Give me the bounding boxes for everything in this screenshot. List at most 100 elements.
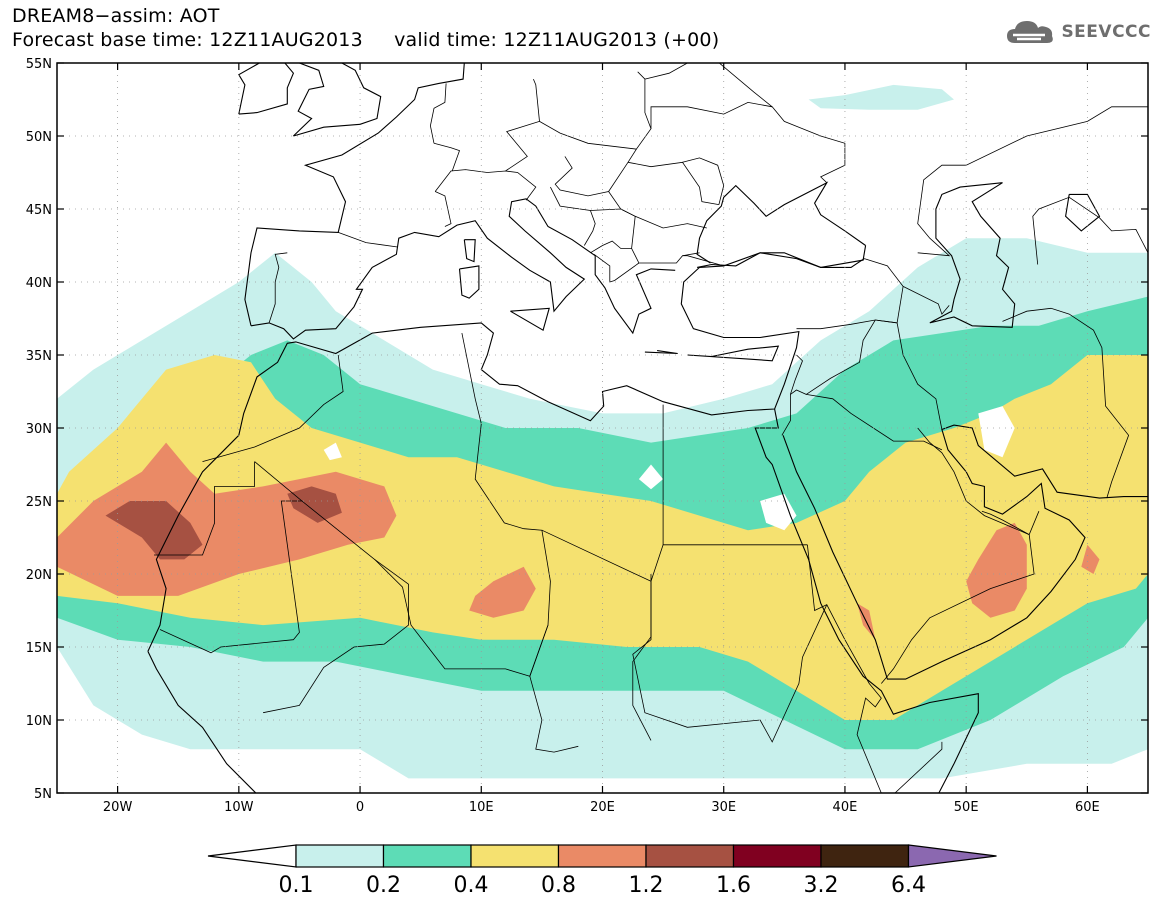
lat-label-45N: 45N bbox=[26, 203, 52, 218]
coast-line-12 bbox=[687, 345, 780, 362]
border-line-40 bbox=[644, 63, 688, 80]
lon-label-40E: 40E bbox=[833, 800, 858, 815]
coast-line-17 bbox=[1065, 193, 1101, 232]
border-line-23 bbox=[338, 232, 398, 248]
aot-field-0_8-6 bbox=[966, 522, 1027, 618]
border-line-2 bbox=[263, 500, 409, 714]
border-line-4 bbox=[202, 354, 344, 462]
coast-line-11 bbox=[510, 307, 550, 332]
axis-ticks: 55N 50N 45N 40N 35N 30N 25N 20N 15N 10N 5N 20W 10W 0 1… bbox=[26, 57, 1148, 815]
cloud-logo-icon bbox=[1007, 21, 1054, 43]
coast-line-8 bbox=[238, 63, 295, 115]
colorbar-high-arrow bbox=[907, 844, 997, 868]
colorbar-label-1_2: 1.2 bbox=[629, 873, 664, 898]
border-line-3 bbox=[374, 333, 551, 677]
colorbar-label-0_1: 0.1 bbox=[279, 873, 314, 898]
border-line-38 bbox=[682, 157, 725, 205]
coast-line-6 bbox=[293, 63, 382, 137]
border-line-25 bbox=[434, 169, 537, 201]
coast-line-1 bbox=[147, 245, 867, 652]
lat-label-15N: 15N bbox=[26, 641, 52, 656]
aot-clear-pocket-1 bbox=[638, 464, 664, 490]
lat-label-55N: 55N bbox=[26, 57, 52, 72]
coast-line-2 bbox=[754, 408, 979, 793]
logo-text: SEEVCCC bbox=[1061, 22, 1151, 42]
lat-label-5N: 5N bbox=[34, 787, 52, 802]
aot-field-0_1-1 bbox=[808, 84, 954, 110]
coast-line-13 bbox=[644, 350, 678, 355]
coast-line-9 bbox=[458, 265, 480, 299]
border-line-16 bbox=[917, 427, 1030, 535]
coast-line-4 bbox=[244, 63, 465, 326]
lat-label-25N: 25N bbox=[26, 495, 52, 510]
coast-line-15 bbox=[696, 181, 866, 264]
aot-field-1_2-10 bbox=[287, 486, 342, 523]
border-line-41 bbox=[718, 63, 773, 108]
seevccc-logo: SEEVCCC bbox=[1005, 18, 1151, 46]
border-line-5 bbox=[541, 529, 652, 741]
colorbar-label-6_4: 6.4 bbox=[891, 873, 926, 898]
coast-line-3 bbox=[782, 424, 1148, 680]
colorbar-segment-2 bbox=[382, 844, 472, 868]
border-line-32 bbox=[608, 191, 707, 229]
colorbar-low-arrow bbox=[207, 844, 297, 868]
colorbar-segment-5 bbox=[645, 844, 735, 868]
border-line-37 bbox=[590, 208, 636, 217]
border-line-13 bbox=[796, 258, 904, 330]
aot-field-0_8-7 bbox=[1081, 544, 1100, 574]
lat-label-10N: 10N bbox=[26, 714, 52, 729]
border-line-6 bbox=[529, 624, 579, 753]
colorbar-segment-1 bbox=[295, 844, 385, 868]
border-line-42 bbox=[682, 255, 724, 267]
border-line-14 bbox=[790, 354, 803, 395]
aot-clear-pocket-0 bbox=[323, 442, 342, 461]
map-header: DREAM8−assim: AOT Forecast base time: 12… bbox=[12, 4, 719, 52]
border-line-17 bbox=[981, 510, 1030, 535]
aot-contour-fields bbox=[57, 84, 1148, 779]
lon-label-20W: 20W bbox=[103, 800, 133, 815]
colorbar-segment-3 bbox=[470, 844, 560, 868]
colorbar-label-3_2: 3.2 bbox=[804, 873, 839, 898]
aot-clear-pocket-3 bbox=[978, 406, 1015, 458]
lat-label-30N: 30N bbox=[26, 422, 52, 437]
colorbar-label-0_8: 0.8 bbox=[541, 873, 576, 898]
coast-line-10 bbox=[463, 239, 476, 263]
border-line-36 bbox=[550, 186, 596, 246]
lat-label-50N: 50N bbox=[26, 130, 52, 145]
lon-label-60E: 60E bbox=[1075, 800, 1100, 815]
border-line-15 bbox=[880, 511, 1040, 684]
border-line-18 bbox=[902, 286, 950, 315]
lon-label-0: 0 bbox=[356, 800, 364, 815]
border-line-27 bbox=[429, 83, 447, 144]
border-line-30 bbox=[554, 148, 637, 197]
colorbar-segment-7 bbox=[820, 844, 910, 868]
border-line-31 bbox=[627, 161, 719, 205]
border-line-19 bbox=[917, 106, 1148, 257]
colorbar-segment-4 bbox=[557, 844, 647, 868]
colorbar-segment-6 bbox=[732, 844, 822, 868]
coast-line-7 bbox=[293, 63, 325, 137]
coast-line-5 bbox=[250, 198, 676, 340]
border-line-0 bbox=[154, 461, 256, 556]
lon-label-10W: 10W bbox=[224, 800, 254, 815]
forecast-time-line: Forecast base time: 12Z11AUG2013 valid t… bbox=[12, 29, 720, 51]
colorbar: 0.1 0.2 0.4 0.8 1.2 1.6 3.2 6.4 bbox=[207, 844, 997, 898]
border-line-33 bbox=[631, 216, 700, 264]
border-line-28 bbox=[505, 78, 540, 172]
border-line-39 bbox=[650, 101, 846, 183]
aot-clear-pocket-2 bbox=[760, 493, 797, 531]
colorbar-label-1_6: 1.6 bbox=[716, 873, 751, 898]
lon-label-20E: 20E bbox=[590, 800, 615, 815]
coast-line-14 bbox=[696, 252, 865, 268]
border-line-24 bbox=[435, 191, 452, 227]
lat-label-20N: 20N bbox=[26, 568, 52, 583]
border-line-10 bbox=[807, 544, 943, 793]
border-line-12 bbox=[806, 394, 943, 451]
coast-line-0 bbox=[147, 651, 257, 793]
border-line-1 bbox=[159, 461, 304, 654]
border-line-11 bbox=[781, 319, 943, 436]
border-line-20 bbox=[1032, 196, 1148, 265]
aot-field-0_8-4 bbox=[57, 442, 397, 596]
border-line-21 bbox=[1002, 307, 1130, 499]
